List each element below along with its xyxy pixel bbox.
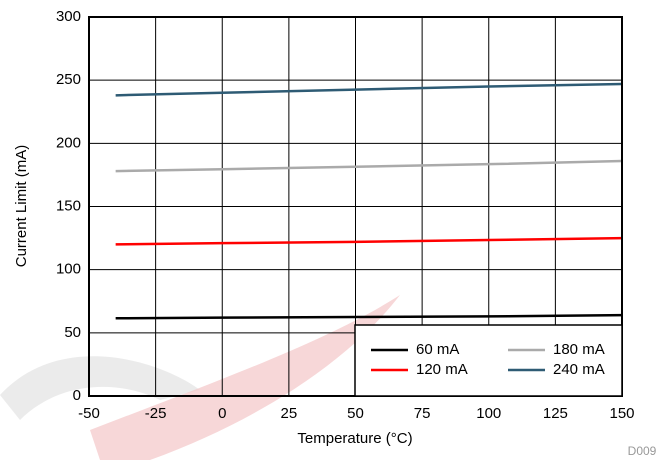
legend-label: 120 mA <box>416 361 468 378</box>
x-tick-label: 50 <box>347 405 364 422</box>
series-line <box>115 313 623 320</box>
x-tick-label: -50 <box>78 405 100 422</box>
x-tick-label: 75 <box>414 405 431 422</box>
legend-label: 60 mA <box>416 341 459 358</box>
lines <box>115 82 623 320</box>
y-tick-label: 200 <box>56 134 81 151</box>
watermark <box>90 295 400 460</box>
legend: 60 mA 180 mA 120 mA 240 mA <box>354 324 623 397</box>
y-tick-label: 150 <box>56 197 81 214</box>
y-tick-label: 0 <box>73 387 81 404</box>
series-line <box>115 82 623 97</box>
legend-box <box>354 324 623 397</box>
series-line <box>115 236 623 246</box>
legend-label: 240 mA <box>553 361 605 378</box>
y-tick-label: 50 <box>64 324 81 341</box>
legend-label: 180 mA <box>553 341 605 358</box>
y-axis-label: Current Limit (mA) <box>13 145 30 268</box>
x-tick-label: 100 <box>476 405 501 422</box>
series-line <box>115 159 623 173</box>
figure-note: D009 <box>628 444 657 458</box>
x-tick-label: 0 <box>218 405 226 422</box>
x-axis-label: Temperature (°C) <box>297 430 412 447</box>
x-tick-label: -25 <box>145 405 167 422</box>
x-tick-label: 125 <box>543 405 568 422</box>
x-tick-label: 25 <box>281 405 298 422</box>
y-tick-label: 300 <box>56 8 81 25</box>
watermark <box>0 356 200 420</box>
x-tick-label: 150 <box>609 405 634 422</box>
y-tick-label: 100 <box>56 261 81 278</box>
y-tick-label: 250 <box>56 71 81 88</box>
